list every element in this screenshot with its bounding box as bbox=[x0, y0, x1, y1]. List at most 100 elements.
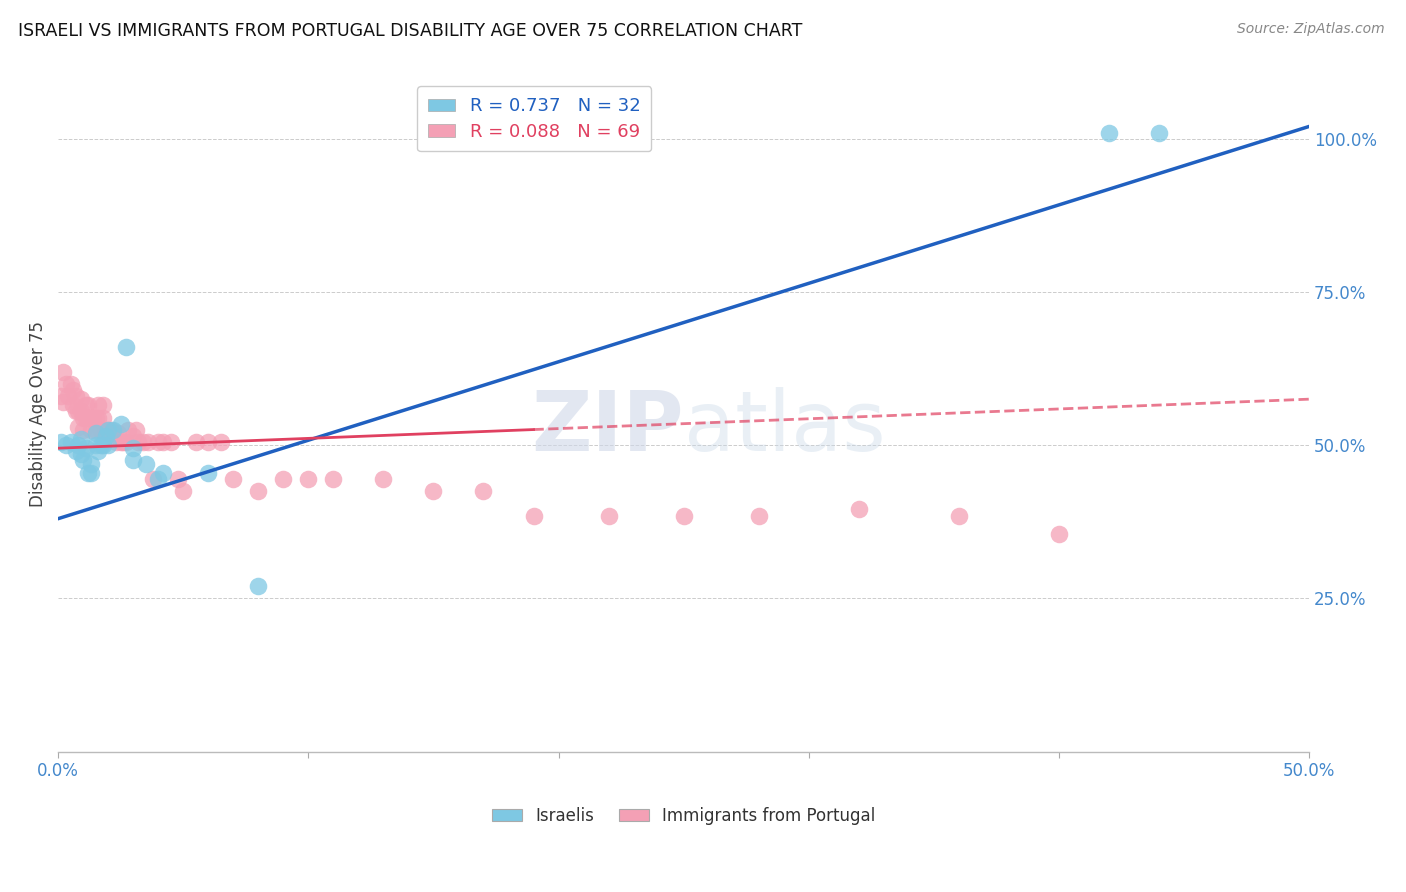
Point bbox=[122, 453, 145, 467]
Point bbox=[132, 435, 155, 450]
Point bbox=[322, 472, 344, 486]
Point bbox=[94, 423, 117, 437]
Point bbox=[103, 425, 125, 440]
Point bbox=[184, 435, 207, 450]
Point bbox=[59, 376, 82, 391]
Text: ISRAELI VS IMMIGRANTS FROM PORTUGAL DISABILITY AGE OVER 75 CORRELATION CHART: ISRAELI VS IMMIGRANTS FROM PORTUGAL DISA… bbox=[18, 22, 803, 40]
Point bbox=[72, 410, 94, 425]
Point bbox=[91, 398, 114, 412]
Point bbox=[848, 502, 870, 516]
Point bbox=[65, 389, 87, 403]
Point bbox=[87, 410, 110, 425]
Point bbox=[87, 444, 110, 458]
Point bbox=[87, 398, 110, 412]
Point bbox=[49, 389, 72, 403]
Point bbox=[114, 435, 136, 450]
Point bbox=[80, 466, 103, 480]
Point bbox=[84, 423, 107, 437]
Point bbox=[135, 457, 157, 471]
Point bbox=[75, 441, 97, 455]
Point bbox=[104, 435, 127, 450]
Point bbox=[297, 472, 319, 486]
Point bbox=[110, 435, 132, 450]
Point bbox=[75, 410, 97, 425]
Point bbox=[748, 508, 770, 523]
Point bbox=[273, 472, 295, 486]
Point bbox=[97, 425, 120, 440]
Point bbox=[136, 435, 159, 450]
Point bbox=[69, 404, 91, 418]
Point bbox=[209, 435, 232, 450]
Point bbox=[94, 429, 117, 443]
Point bbox=[472, 484, 495, 499]
Point bbox=[69, 432, 91, 446]
Point bbox=[80, 423, 103, 437]
Point bbox=[197, 435, 219, 450]
Point bbox=[142, 472, 165, 486]
Point bbox=[148, 472, 170, 486]
Point bbox=[1098, 126, 1121, 140]
Point bbox=[82, 410, 104, 425]
Point bbox=[167, 472, 190, 486]
Point bbox=[159, 435, 181, 450]
Point bbox=[80, 457, 103, 471]
Text: atlas: atlas bbox=[683, 387, 886, 468]
Point bbox=[247, 579, 270, 593]
Point bbox=[84, 425, 107, 440]
Point bbox=[84, 410, 107, 425]
Point bbox=[52, 395, 75, 409]
Point bbox=[148, 435, 170, 450]
Text: Source: ZipAtlas.com: Source: ZipAtlas.com bbox=[1237, 22, 1385, 37]
Point bbox=[69, 447, 91, 461]
Point bbox=[84, 438, 107, 452]
Y-axis label: Disability Age Over 75: Disability Age Over 75 bbox=[30, 321, 46, 508]
Point bbox=[72, 423, 94, 437]
Point bbox=[55, 438, 77, 452]
Point bbox=[62, 398, 84, 412]
Point bbox=[197, 466, 219, 480]
Point bbox=[110, 417, 132, 431]
Point bbox=[1147, 126, 1170, 140]
Point bbox=[1047, 527, 1070, 541]
Point bbox=[122, 441, 145, 455]
Point bbox=[90, 438, 112, 452]
Legend: Israelis, Immigrants from Portugal: Israelis, Immigrants from Portugal bbox=[485, 800, 882, 831]
Point bbox=[112, 435, 135, 450]
Point bbox=[56, 389, 79, 403]
Point bbox=[122, 429, 145, 443]
Point bbox=[373, 472, 395, 486]
Point bbox=[107, 425, 129, 440]
Point bbox=[75, 398, 97, 412]
Point bbox=[67, 419, 90, 434]
Point bbox=[97, 438, 120, 452]
Point bbox=[103, 423, 125, 437]
Point bbox=[522, 508, 544, 523]
Point bbox=[67, 404, 90, 418]
Point bbox=[422, 484, 444, 499]
Point bbox=[77, 410, 100, 425]
Point bbox=[125, 423, 148, 437]
Point bbox=[222, 472, 245, 486]
Point bbox=[62, 383, 84, 397]
Point bbox=[127, 435, 149, 450]
Point bbox=[69, 392, 91, 406]
Point bbox=[65, 444, 87, 458]
Point bbox=[247, 484, 270, 499]
Point bbox=[948, 508, 970, 523]
Text: ZIP: ZIP bbox=[531, 387, 683, 468]
Point bbox=[80, 410, 103, 425]
Point bbox=[65, 404, 87, 418]
Point bbox=[172, 484, 194, 499]
Point bbox=[152, 435, 174, 450]
Point bbox=[77, 466, 100, 480]
Point bbox=[49, 435, 72, 450]
Point bbox=[672, 508, 695, 523]
Point bbox=[55, 376, 77, 391]
Point bbox=[91, 438, 114, 452]
Point bbox=[117, 423, 139, 437]
Point bbox=[72, 453, 94, 467]
Point bbox=[114, 340, 136, 354]
Point bbox=[100, 423, 122, 437]
Point bbox=[91, 410, 114, 425]
Point bbox=[598, 508, 620, 523]
